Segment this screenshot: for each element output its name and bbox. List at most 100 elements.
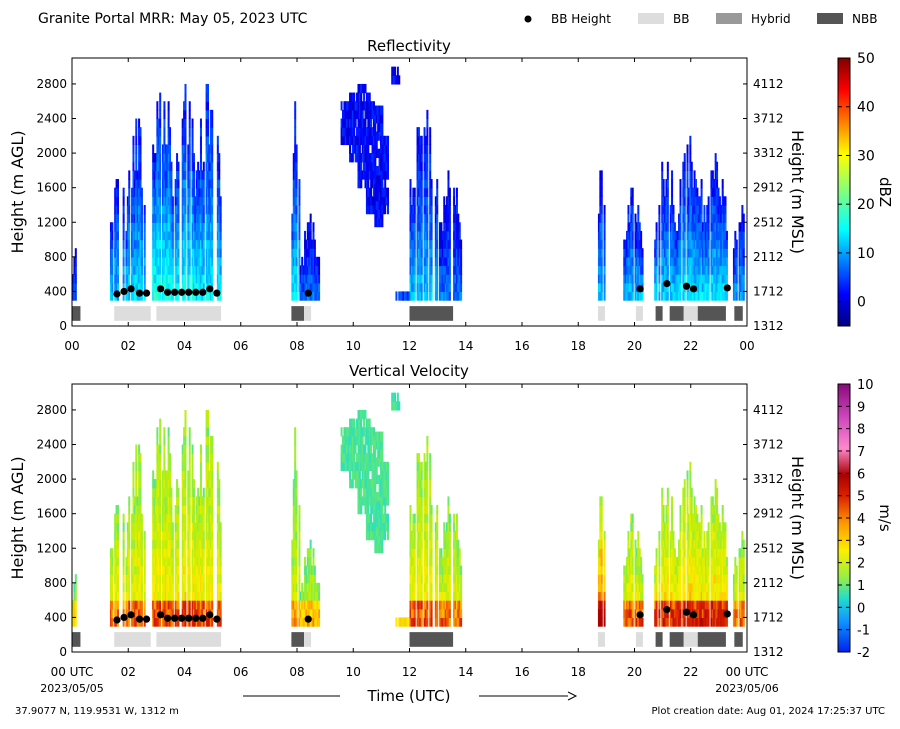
echo-cell [159,445,161,454]
echo-cell [296,557,298,566]
echo-cell [421,583,423,592]
echo-cell [601,248,603,257]
echo-cell [684,617,686,626]
echo-cell [658,548,660,557]
echo-cell [680,231,682,240]
x-tick-label: 04 [177,339,192,353]
legend-bb-height-marker [525,16,532,23]
echo-cell [144,591,146,600]
echo-cell [163,453,165,462]
echo-cell [123,591,125,600]
echo-cell [684,591,686,600]
echo-cell [192,136,194,145]
echo-cell [426,496,428,505]
echo-cell [128,548,130,557]
echo-cell [642,291,644,300]
echo-cell [203,257,205,266]
echo-cell [304,557,306,566]
echo-cell [220,265,222,274]
echo-cell [135,153,137,162]
echo-cell [207,453,209,462]
echo-cell [211,179,213,188]
echo-cell [298,257,300,266]
echo-cell [387,136,389,145]
echo-cell [632,205,634,214]
echo-cell [185,222,187,231]
echo-cell [431,248,433,257]
echo-cell [431,574,433,583]
echo-cell [296,205,298,214]
echo-cell [421,170,423,179]
echo-cell [211,119,213,128]
echo-cell [426,591,428,600]
echo-cell [172,248,174,257]
echo-cell [426,231,428,240]
echo-cell [674,222,676,231]
echo-cell [211,205,213,214]
echo-cell [387,205,389,214]
echo-cell [111,274,113,283]
echo-cell [111,283,113,292]
echo-cell [449,557,451,566]
echo-cell [436,257,438,266]
bb-height-point [185,289,192,296]
echo-cell [460,257,462,266]
echo-cell [117,522,119,531]
echo-cell [189,136,191,145]
echo-cell [431,566,433,575]
echo-cell [111,600,113,609]
bb-height-point [199,289,206,296]
echo-cell [296,257,298,266]
echo-cell [75,265,77,274]
echo-cell [604,283,606,292]
echo-cell [193,188,195,197]
echo-cell [656,291,658,300]
echo-cell [189,540,191,549]
echo-cell [642,574,644,583]
echo-cell [431,291,433,300]
echo-cell [172,240,174,249]
echo-cell [691,505,693,514]
echo-cell [449,609,451,618]
echo-cell [75,274,77,283]
echo-cell [414,265,416,274]
echo-cell [296,617,298,626]
echo-cell [172,566,174,575]
legend-bb-swatch [638,13,664,24]
echo-cell [667,248,669,257]
echo-cell [189,453,191,462]
echo-cell [684,179,686,188]
echo-cell [144,274,146,283]
echo-cell [117,540,119,549]
echo-cell [421,222,423,231]
echo-cell [414,283,416,292]
echo-cell [370,119,372,128]
echo-cell [449,214,451,223]
echo-cell [140,505,142,514]
echo-cell [667,591,669,600]
echo-cell [642,265,644,274]
echo-cell [708,274,710,283]
echo-cell [601,617,603,626]
echo-cell [743,265,745,274]
echo-cell [716,162,718,171]
reflectivity-title: Reflectivity [367,37,451,55]
echo-cell [200,162,202,171]
echo-cell [694,170,696,179]
echo-cell [211,110,213,119]
echo-cell [117,591,119,600]
echo-cell [185,231,187,240]
echo-cell [172,583,174,592]
echo-cell [421,488,423,497]
echo-cell [298,231,300,240]
echo-cell [410,179,412,188]
echo-cell [604,248,606,257]
echo-cell [189,557,191,566]
echo-cell [381,123,383,132]
echo-cell [211,248,213,257]
echo-cell [426,617,428,626]
echo-cell [152,144,154,153]
echo-cell [421,248,423,257]
echo-cell [453,188,455,197]
echo-cell [128,514,130,523]
